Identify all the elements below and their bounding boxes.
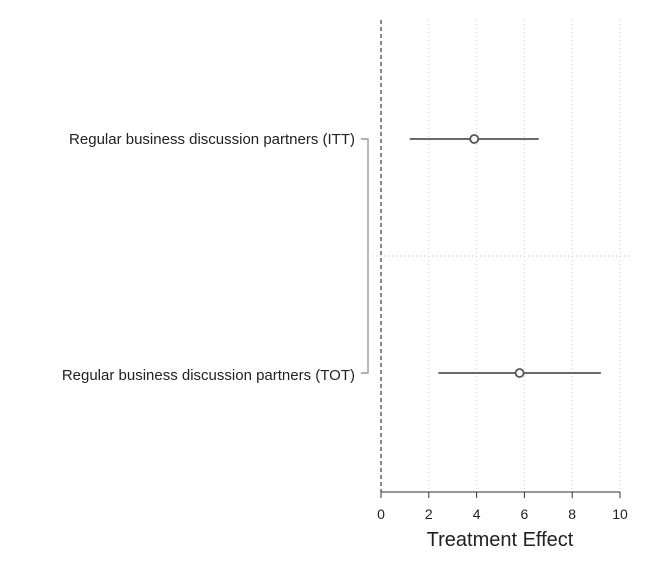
x-tick-label-1: 2 [425, 506, 433, 522]
estimates [409, 134, 601, 378]
x-tick-label-2: 4 [473, 506, 481, 522]
x-axis-ticks: 0 2 4 6 8 10 [377, 492, 628, 522]
x-tick-label-3: 6 [521, 506, 529, 522]
x-tick-label-4: 8 [568, 506, 576, 522]
x-tick-label-0: 0 [377, 506, 385, 522]
x-axis-title: Treatment Effect [427, 529, 574, 551]
x-tick-label-5: 10 [612, 506, 628, 522]
point-estimate-1 [514, 368, 525, 378]
category-labels: Regular business discussion partners (IT… [62, 131, 355, 384]
category-label-itt: Regular business discussion partners (IT… [69, 131, 355, 148]
category-label-tot: Regular business discussion partners (TO… [62, 367, 355, 384]
category-bracket [361, 138, 369, 374]
point-estimate-0 [469, 134, 480, 144]
